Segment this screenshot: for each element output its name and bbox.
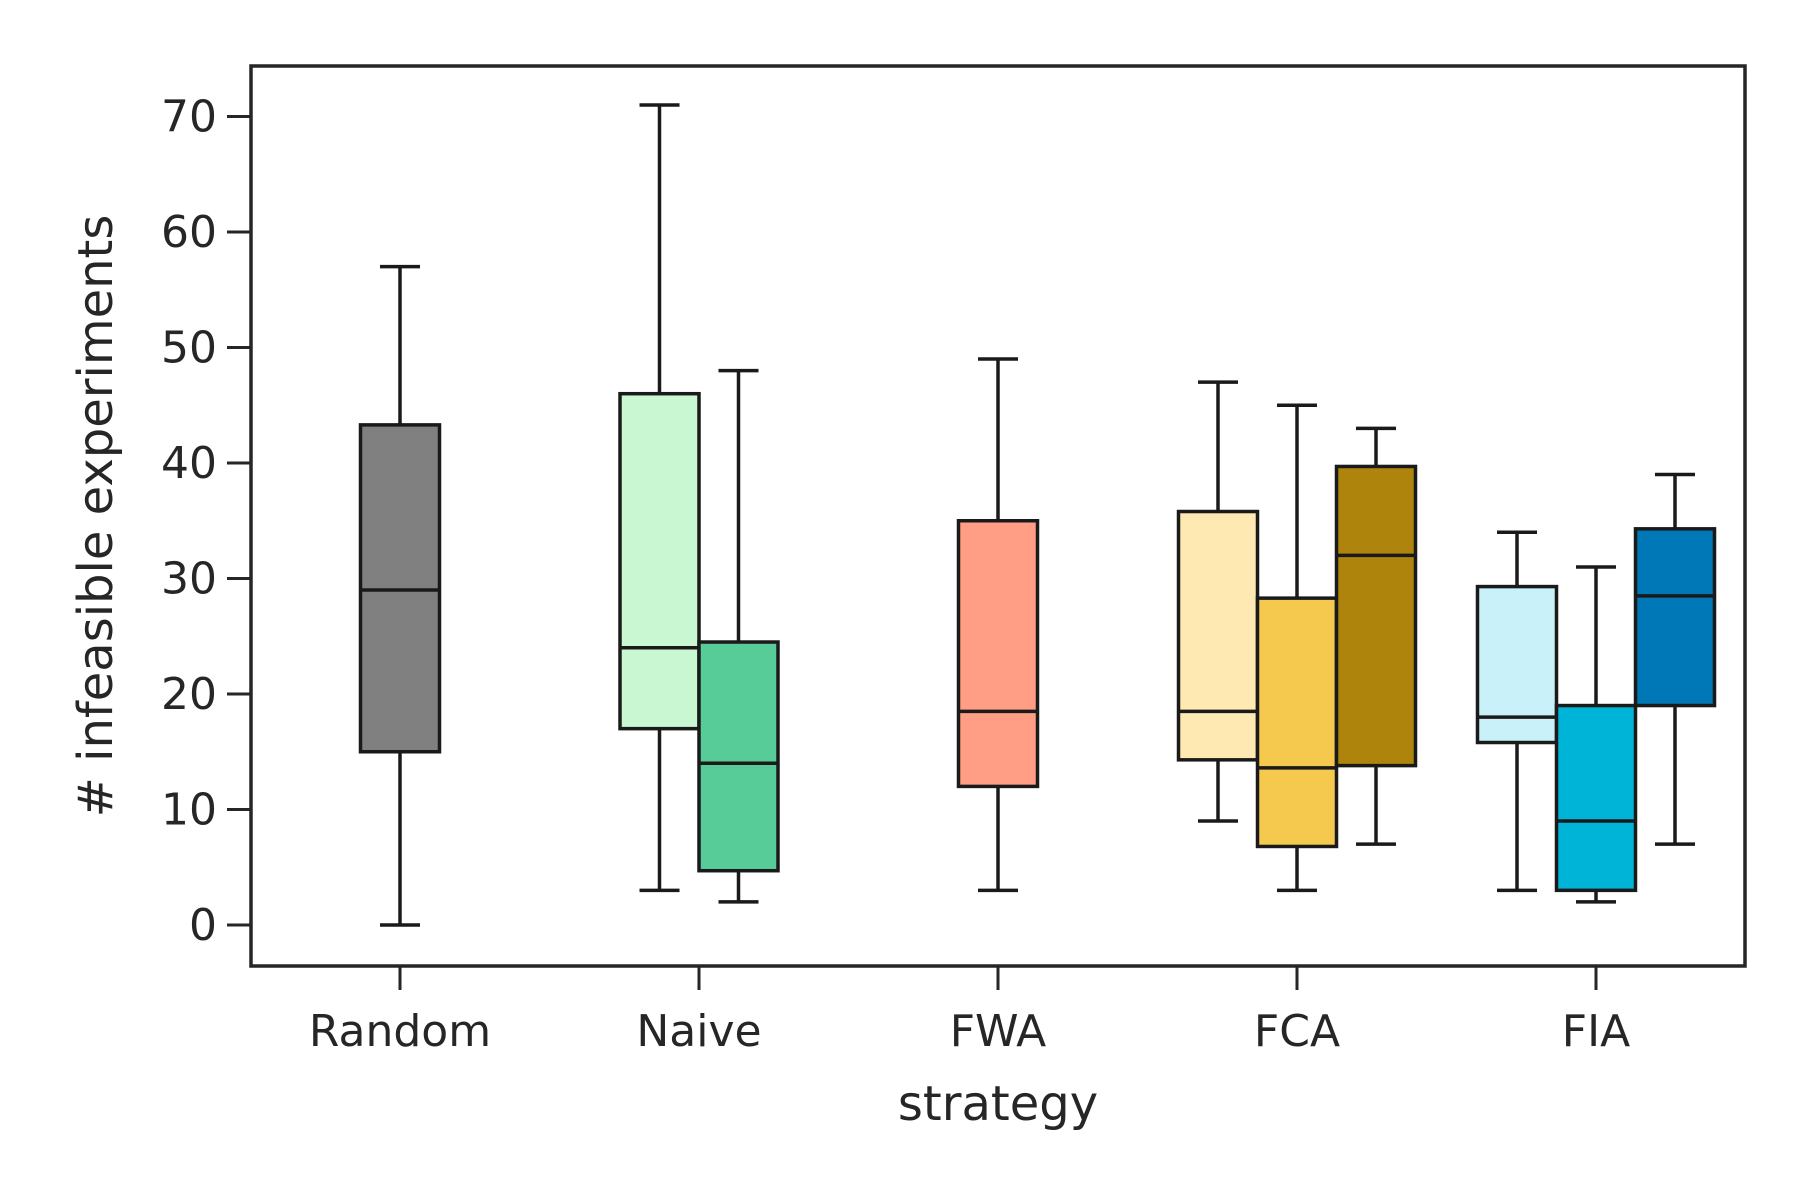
- box-iqr: [956, 519, 1040, 789]
- y-tick-label: 20: [161, 669, 217, 720]
- y-tick-label: 70: [161, 92, 217, 143]
- x-tick-label: Naive: [636, 1006, 761, 1057]
- box-iqr: [697, 640, 780, 873]
- x-tick-label: FCA: [1254, 1006, 1340, 1057]
- y-tick-label: 50: [161, 323, 217, 374]
- box-iqr: [1554, 703, 1638, 893]
- box-fca-0: [1176, 380, 1260, 823]
- x-axis-title: strategy: [898, 1076, 1098, 1132]
- box-random-0: [358, 264, 442, 927]
- box-iqr: [618, 391, 701, 731]
- box-naive-1: [697, 368, 780, 904]
- y-tick-label: 60: [161, 207, 217, 258]
- y-tick-label: 30: [161, 554, 217, 605]
- plot-area: [358, 103, 1717, 927]
- box-iqr: [1633, 527, 1717, 708]
- box-iqr: [1475, 584, 1559, 745]
- box-iqr: [1255, 596, 1339, 849]
- y-axis-title: # infeasible experiments: [68, 215, 124, 818]
- box-fia-0: [1475, 530, 1559, 893]
- y-axis: 0 10 20 30 40 50 60 70: [161, 92, 251, 951]
- box-fia-2: [1633, 472, 1717, 846]
- x-axis: Random Naive FWA FCA FIA: [309, 966, 1630, 1057]
- y-tick-label: 40: [161, 438, 217, 489]
- x-tick-label: FWA: [950, 1006, 1047, 1057]
- box-fca-1: [1255, 403, 1339, 893]
- box-iqr: [1334, 464, 1418, 768]
- box-fwa-0: [956, 357, 1040, 893]
- box-fca-2: [1334, 426, 1418, 846]
- box-naive-0: [618, 103, 701, 893]
- y-tick-label: 10: [161, 785, 217, 836]
- box-fia-1: [1554, 565, 1638, 904]
- box-iqr: [1176, 509, 1260, 762]
- x-tick-label: Random: [309, 1006, 491, 1057]
- y-tick-label: 0: [189, 900, 217, 951]
- x-tick-label: FIA: [1562, 1006, 1630, 1057]
